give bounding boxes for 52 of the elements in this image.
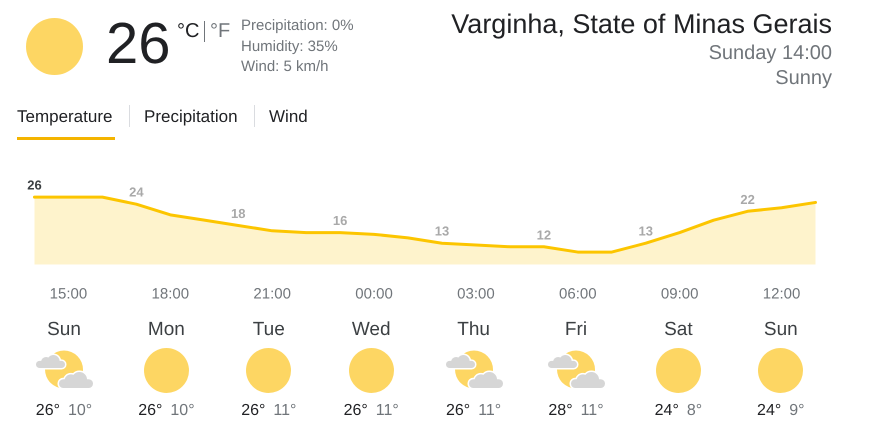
data-label: 24°: [757, 402, 782, 420]
data-label: 22: [740, 192, 755, 207]
data-label: 24: [129, 184, 144, 200]
data-label: 26°: [344, 402, 368, 420]
x-tick-label: 21:00: [253, 286, 291, 302]
x-tick-label: 06:00: [559, 286, 597, 302]
x-tick-label: 00:00: [355, 286, 393, 302]
category-label: Mon: [148, 318, 185, 340]
text: Wind: [269, 107, 308, 126]
data-label: 13: [638, 224, 653, 239]
data-label: 8°: [686, 402, 702, 420]
x-tick-label: 15:00: [50, 286, 88, 302]
data-label: 26: [27, 178, 42, 193]
text: Precipitation: [144, 107, 238, 126]
data-label: 26°: [138, 402, 162, 420]
data-label: 26°: [446, 402, 470, 420]
text: 26: [106, 11, 171, 76]
category-label: Wed: [352, 318, 391, 340]
x-tick-label: 12:00: [762, 286, 800, 302]
text: °C: [177, 20, 200, 42]
data-label: 9°: [789, 402, 805, 420]
data-label: 26°: [241, 402, 266, 420]
category-label: Sat: [664, 318, 693, 340]
data-label: 18: [231, 206, 246, 221]
text: Humidity: 35%: [241, 38, 338, 55]
x-tick-label: 18:00: [152, 286, 190, 302]
category-label: Fri: [564, 318, 588, 340]
text: Varginha, State of Minas Gerais: [451, 8, 832, 39]
category-label: Thu: [457, 318, 490, 340]
text: Wind: 5 km/h: [241, 58, 329, 75]
data-label: 10°: [68, 402, 92, 420]
text: Temperature: [17, 107, 112, 126]
text: Precipitation: 0%: [241, 17, 354, 34]
x-tick-label: 09:00: [660, 286, 698, 302]
data-label: 28°: [548, 402, 573, 420]
category-label: Tue: [252, 318, 285, 340]
data-label: 16: [332, 213, 348, 228]
data-label: 11°: [580, 402, 604, 420]
data-label: 13: [434, 224, 450, 239]
category-label: Sun: [764, 318, 798, 340]
data-label: 11°: [273, 402, 296, 420]
text: Sunday 14:00: [708, 42, 832, 64]
data-label: 11°: [478, 402, 502, 420]
category-label: Sun: [47, 318, 81, 340]
data-label: 11°: [376, 402, 399, 420]
data-label: 24°: [654, 402, 679, 420]
data-label: 10°: [170, 402, 195, 420]
text: Sunny: [775, 66, 832, 89]
data-label: 26°: [36, 402, 60, 420]
x-tick-label: 03:00: [457, 286, 495, 302]
data-label: 12: [536, 227, 552, 242]
text: °F: [210, 20, 230, 42]
